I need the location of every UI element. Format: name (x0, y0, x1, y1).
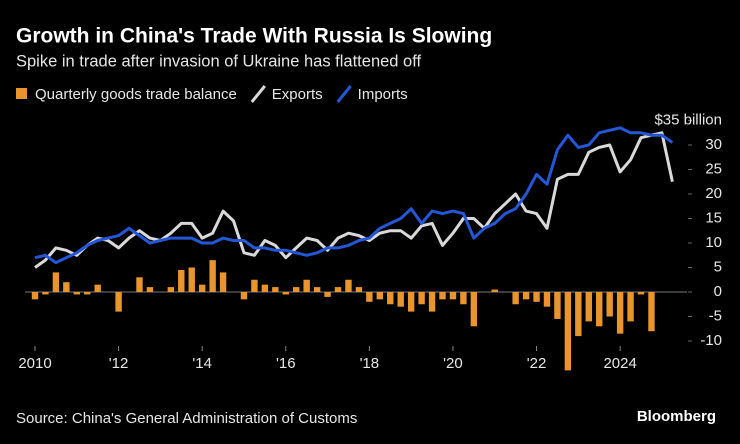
legend-swatch (336, 85, 352, 103)
y-tick-label: 20 (705, 185, 722, 202)
y-tick-label: -5 (709, 307, 722, 324)
bar (31, 292, 39, 300)
bar (94, 284, 101, 292)
brand: Bloomberg (637, 408, 716, 425)
legend-label: Imports (358, 86, 408, 103)
source: Source: China's General Administration o… (16, 410, 357, 427)
legend-swatch (250, 85, 266, 103)
bar (606, 292, 613, 317)
y-tick-label: 15 (705, 209, 722, 226)
legend-label: Quarterly goods trade balance (35, 86, 237, 103)
bar (554, 292, 561, 319)
bar (512, 292, 519, 305)
bar (73, 292, 80, 295)
bar (627, 292, 634, 322)
bar (178, 269, 185, 292)
bar (575, 292, 582, 337)
bar (564, 292, 572, 371)
bar (470, 292, 478, 327)
line-exports (34, 131, 674, 269)
bar (282, 292, 289, 295)
x-tick-label: '14 (192, 355, 212, 372)
bar (418, 292, 425, 305)
bar (366, 292, 373, 302)
y-tick-label: 25 (705, 160, 722, 177)
bar (115, 292, 122, 312)
bar (209, 260, 216, 292)
bar (585, 292, 592, 322)
y-tick-label: $35 billion (654, 111, 722, 128)
bar (293, 287, 300, 292)
bar (407, 292, 415, 312)
x-tick-label: '18 (360, 355, 380, 372)
bar (387, 292, 394, 305)
bar (219, 272, 227, 292)
x-tick-label: 2024 (603, 355, 636, 372)
bar (616, 292, 624, 334)
bar (439, 292, 446, 300)
bar (491, 289, 498, 292)
bar (533, 292, 540, 302)
bar (272, 287, 279, 292)
bar (261, 284, 269, 292)
legend: Quarterly goods trade balance Exports Impo… (16, 85, 408, 103)
bar (648, 292, 655, 332)
line-imports (34, 126, 674, 265)
bar (334, 287, 342, 292)
bar (397, 292, 404, 307)
bar (251, 279, 258, 292)
chart-title: Growth in China's Trade With Russia Is S… (16, 25, 492, 48)
y-tick-label: 30 (705, 136, 722, 153)
bar (198, 284, 206, 292)
bar (42, 292, 49, 295)
bar (240, 292, 248, 300)
bar (167, 287, 175, 292)
bar (52, 272, 60, 292)
bar (460, 292, 467, 305)
bar (376, 292, 384, 300)
bar (543, 292, 551, 307)
y-tick-label: -10 (700, 332, 722, 349)
bar (313, 287, 321, 292)
bar (136, 277, 143, 292)
y-tick-label: 5 (714, 258, 722, 275)
chart-subtitle: Spike in trade after invasion of Ukraine… (16, 52, 422, 70)
bar (84, 292, 91, 295)
bar (324, 292, 331, 297)
legend-swatch (16, 88, 27, 99)
bar (637, 292, 645, 295)
bar (303, 279, 310, 292)
bar (428, 292, 436, 312)
bar (63, 282, 70, 292)
x-tick-label: '16 (276, 355, 296, 372)
bar (345, 279, 352, 292)
legend-label: Exports (272, 86, 323, 103)
bar (146, 287, 154, 292)
y-tick-label: 0 (714, 283, 722, 300)
x-tick-label: 2010 (18, 355, 51, 372)
y-tick-label: 10 (705, 234, 722, 251)
bar (596, 292, 603, 327)
bar (522, 292, 530, 300)
bar (449, 292, 457, 300)
bar (188, 267, 195, 292)
bar (355, 287, 363, 292)
x-tick-label: '12 (109, 355, 129, 372)
x-tick-label: '22 (527, 355, 547, 372)
x-tick-label: '20 (443, 355, 463, 372)
